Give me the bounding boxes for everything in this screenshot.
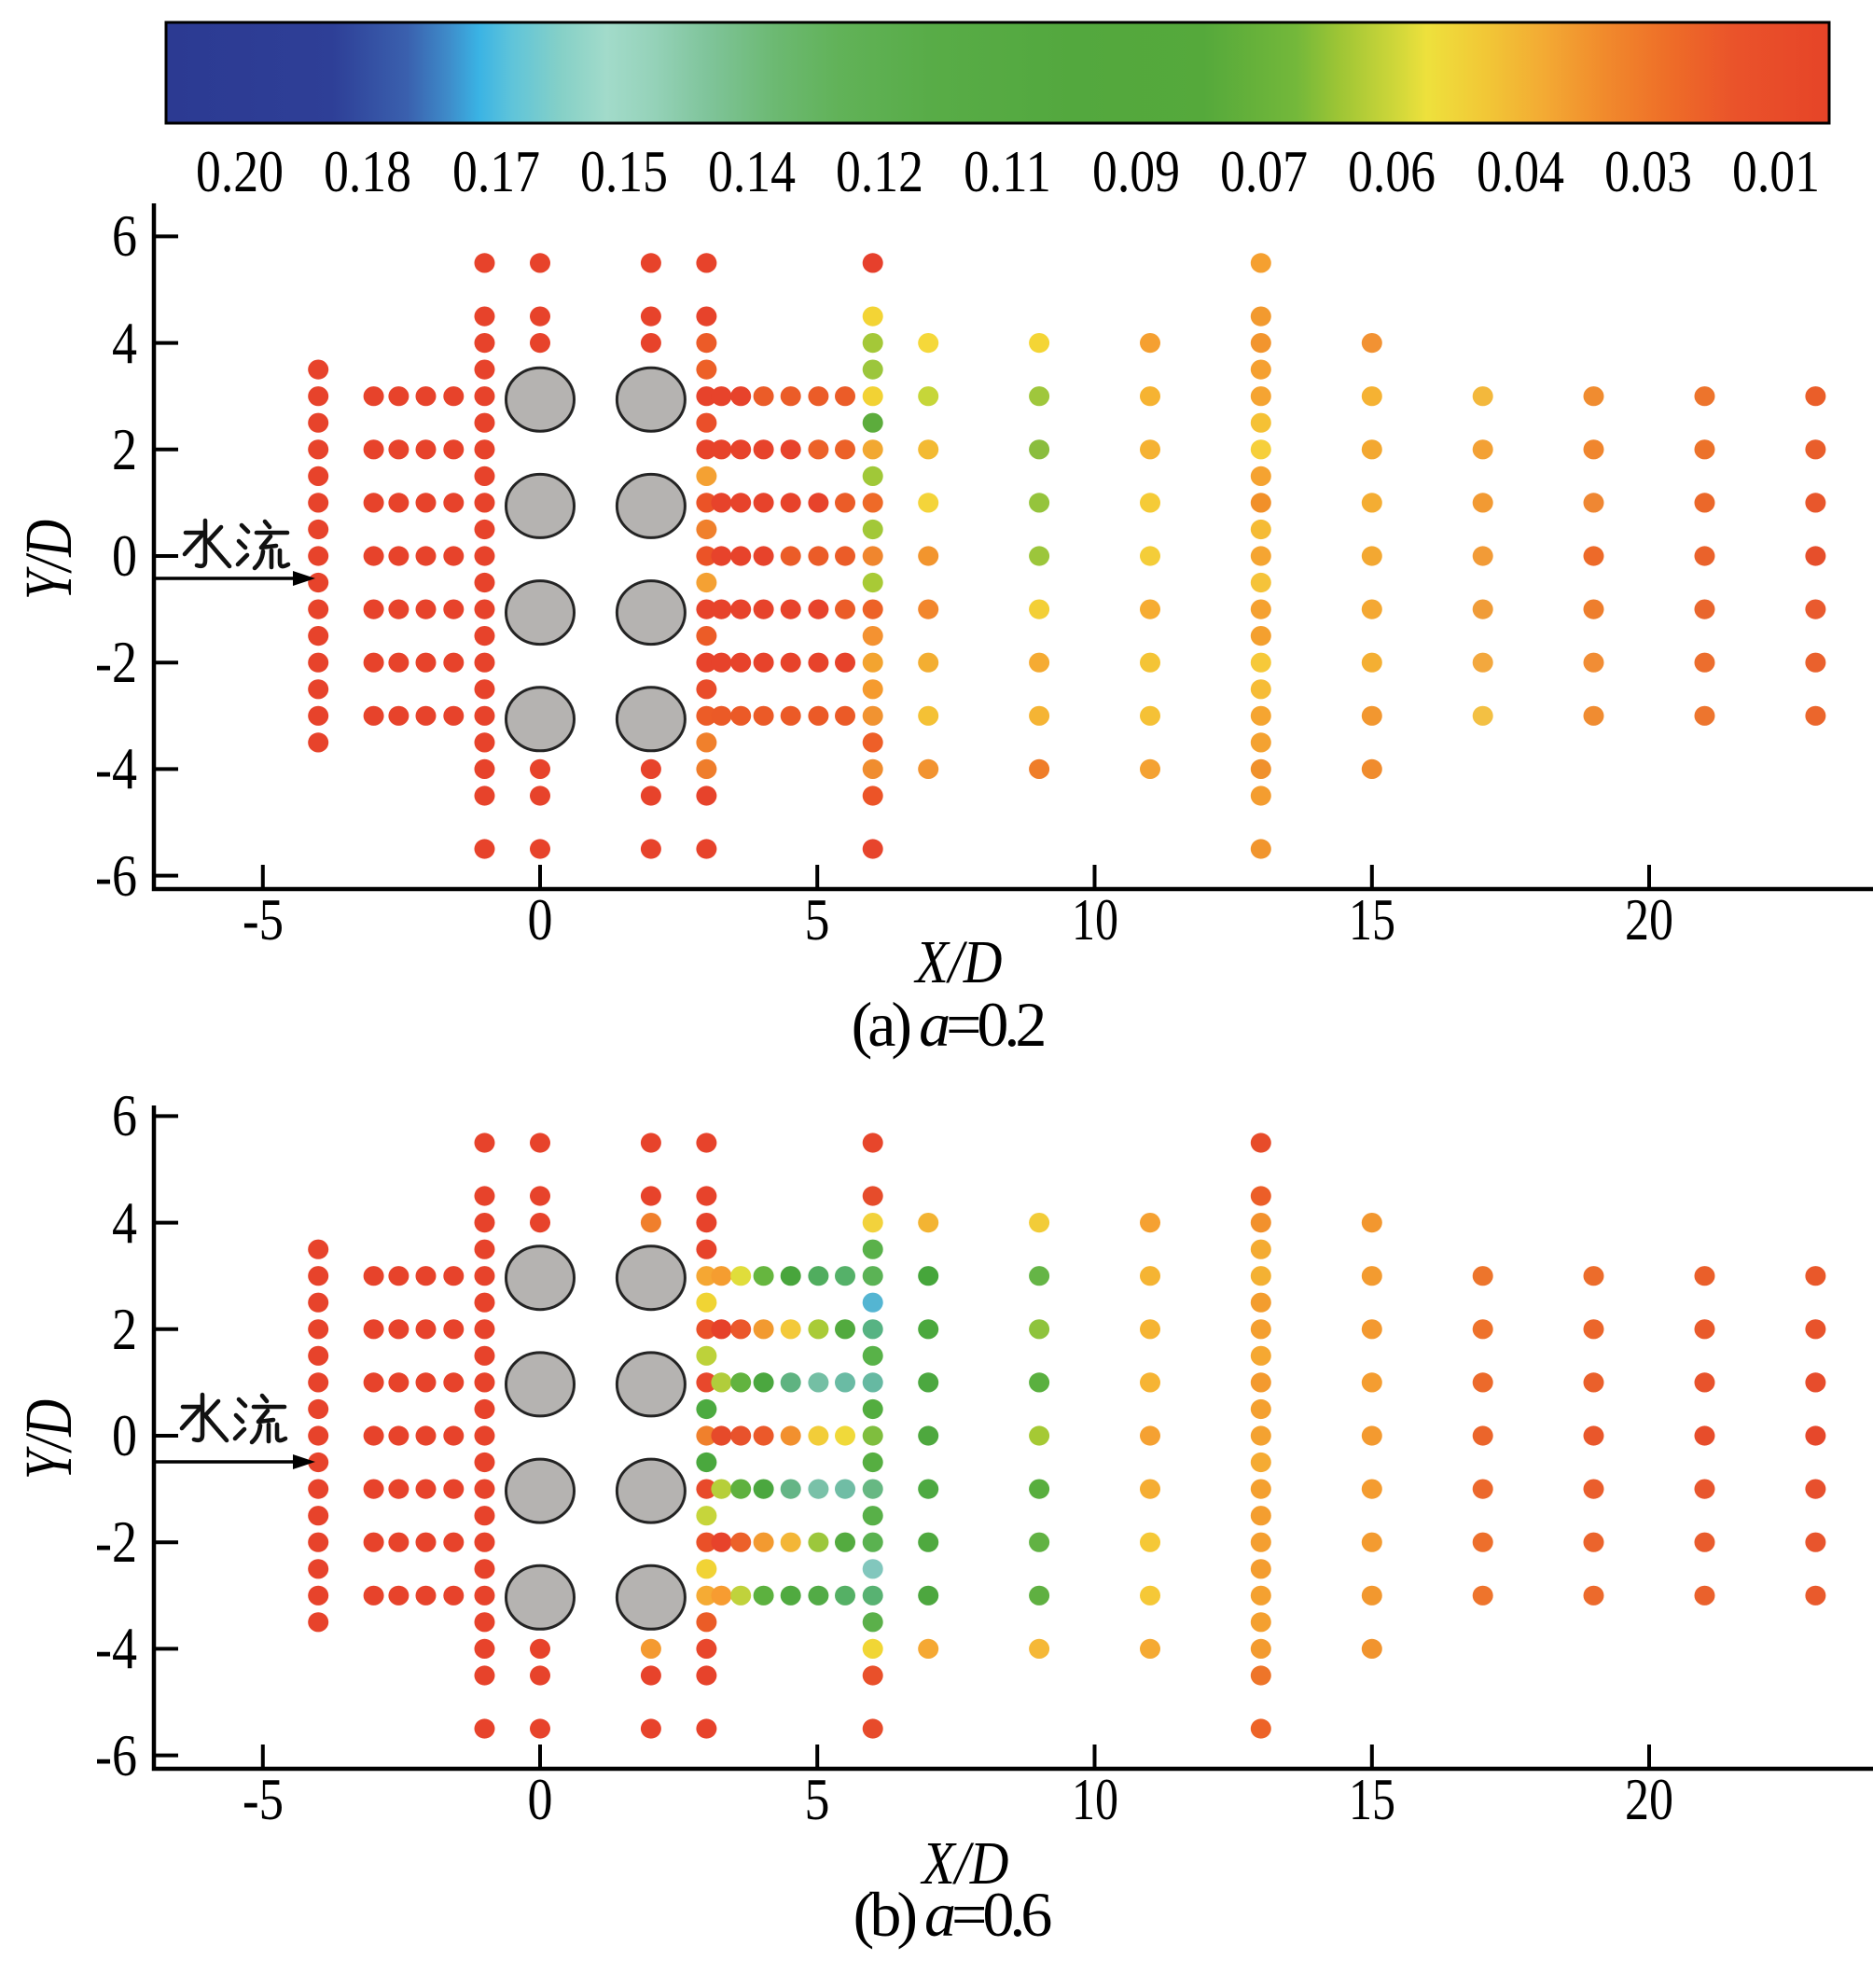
svg-text:0.09: 0.09 [1092, 138, 1180, 204]
svg-text:6: 6 [112, 202, 137, 269]
svg-text:-5: -5 [243, 1766, 284, 1832]
svg-text:0: 0 [112, 1402, 137, 1468]
svg-text:0: 0 [528, 1766, 553, 1832]
svg-text:-2: -2 [95, 1508, 137, 1575]
svg-text:4: 4 [112, 1189, 137, 1256]
svg-text:0.07: 0.07 [1220, 138, 1308, 204]
svg-text:5: 5 [805, 886, 830, 952]
svg-text:-4: -4 [95, 735, 137, 801]
svg-text:0: 0 [528, 886, 553, 952]
svg-text:0.04: 0.04 [1477, 138, 1564, 204]
svg-text:(a) a=0.2: (a) a=0.2 [852, 989, 1045, 1060]
svg-text:0.12: 0.12 [836, 138, 923, 204]
svg-text:X/D: X/D [913, 928, 1003, 996]
svg-text:20: 20 [1625, 1766, 1673, 1832]
svg-text:(b) a=0.6: (b) a=0.6 [853, 1879, 1051, 1950]
svg-text:4: 4 [112, 310, 137, 376]
svg-text:-2: -2 [95, 629, 137, 695]
svg-text:-6: -6 [95, 842, 137, 909]
svg-text:10: 10 [1072, 1766, 1118, 1832]
svg-text:X/D: X/D [920, 1829, 1009, 1898]
svg-text:15: 15 [1349, 1766, 1395, 1832]
svg-text:0.03: 0.03 [1604, 138, 1692, 204]
svg-text:-5: -5 [243, 886, 284, 952]
svg-text:0.06: 0.06 [1348, 138, 1436, 204]
svg-text:0.14: 0.14 [708, 138, 796, 204]
svg-text:0.18: 0.18 [324, 138, 411, 204]
svg-text:15: 15 [1349, 886, 1395, 952]
svg-text:0.15: 0.15 [580, 138, 668, 204]
svg-text:2: 2 [112, 416, 137, 482]
svg-text:6: 6 [112, 1082, 137, 1148]
svg-text:0.11: 0.11 [964, 138, 1051, 204]
svg-text:-6: -6 [95, 1722, 137, 1788]
svg-text:0.17: 0.17 [452, 138, 540, 204]
svg-text:0: 0 [112, 522, 137, 589]
svg-text:20: 20 [1625, 886, 1673, 952]
svg-text:Y/D: Y/D [11, 1399, 86, 1480]
svg-text:5: 5 [805, 1766, 830, 1832]
svg-text:0.01: 0.01 [1732, 138, 1820, 204]
svg-text:-4: -4 [95, 1615, 137, 1681]
svg-text:2: 2 [112, 1296, 137, 1362]
svg-text:10: 10 [1072, 886, 1118, 952]
svg-text:0.20: 0.20 [196, 138, 284, 204]
svg-text:Y/D: Y/D [11, 520, 86, 600]
